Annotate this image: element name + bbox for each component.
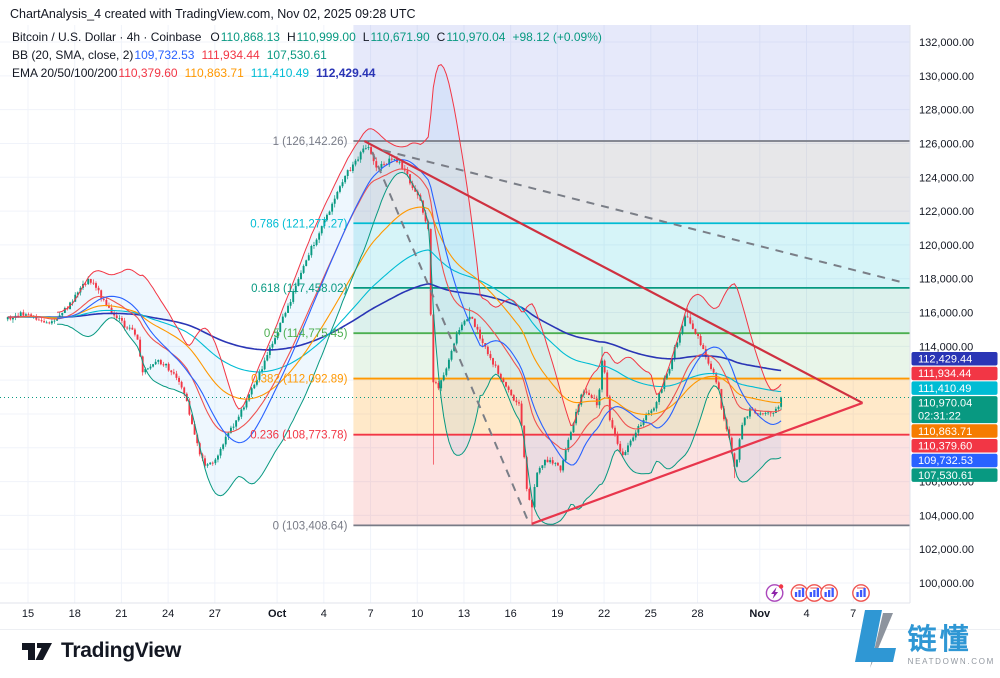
badge-price-text: 111,410.49 [918, 383, 971, 395]
chart-area[interactable]: 100,000.00 102,000.00 104,000.00 106,000.00… [0, 25, 1000, 625]
lightning-event-icon[interactable] [765, 584, 784, 602]
price-badge [911, 424, 998, 438]
price-badge [911, 381, 998, 395]
price-axis-label: 124,000.00 [919, 172, 974, 184]
grid-layer [0, 25, 910, 603]
title-bar: ChartAnalysis_4 created with TradingView… [0, 0, 1000, 25]
time-axis-label: 27 [209, 608, 221, 620]
event-markers [765, 584, 870, 602]
time-axis-label: 15 [22, 608, 34, 620]
economic-event-icon[interactable] [820, 584, 838, 602]
badge-price-text: 110,379.60 [918, 441, 972, 453]
bollinger-fill [57, 64, 782, 525]
triangle-upper-trendline [363, 140, 864, 404]
price-axis-label: 114,000.00 [919, 341, 973, 353]
triangle-lower-trendline [531, 401, 863, 525]
badge-price-text: 110,863.71 [918, 426, 972, 438]
impulse-dashed-line [371, 151, 530, 523]
time-axis-label: 4 [803, 608, 809, 620]
fib-level-label: 1 (126,142.26) [273, 136, 348, 148]
price-axis-label: 100,000.00 [919, 578, 974, 590]
badge-price-text: 110,970.04 [918, 398, 972, 410]
fib-level-label: 0.5 (114,775.45) [264, 328, 348, 340]
brand-text: 链懂 NEATDOWN.COM [908, 610, 995, 666]
tradingview-logo[interactable]: TradingView [22, 639, 181, 663]
price-axis-label: 130,000.00 [919, 71, 974, 83]
price-axis-label: 122,000.00 [919, 206, 974, 218]
price-chart[interactable]: 100,000.00102,000.00104,000.00106,000.00… [0, 25, 1000, 625]
bb-lower-line [57, 171, 782, 525]
fib-bands-layer [353, 25, 910, 526]
fib-level-label: 0 (103,408.64) [273, 520, 348, 532]
bb-upper-line [57, 64, 782, 427]
badge-price-text: 112,429.44 [918, 354, 972, 366]
brand-logo: 链懂 NEATDOWN.COM [854, 610, 995, 672]
chart-pane[interactable] [0, 25, 910, 603]
brand-name: 链懂 [907, 622, 972, 656]
price-badge [911, 468, 998, 482]
ema200-line [7, 282, 782, 372]
time-axis-label: 19 [551, 608, 563, 620]
time-axis-label: 28 [691, 608, 703, 620]
economic-event-icon[interactable] [805, 584, 824, 602]
time-axis-label: 7 [367, 608, 373, 620]
price-axis-label: 126,000.00 [919, 138, 974, 150]
badge-price-text: 111,934.44 [918, 368, 971, 380]
chart-title: ChartAnalysis_4 created with TradingView… [10, 7, 416, 21]
ema20-line [7, 168, 782, 451]
time-axis-label: 7 [850, 608, 856, 620]
ema100-line [7, 249, 782, 393]
price-axis-label: 116,000.00 [919, 308, 973, 320]
price-axis-label: 102,000.00 [919, 544, 974, 556]
brand-subtitle: NEATDOWN.COM [907, 657, 995, 666]
time-axis-label: 10 [411, 608, 423, 620]
time-axis-label: 24 [162, 608, 174, 620]
time-axis-label: 13 [458, 608, 470, 620]
fib-level-label: 0.236 (108,773.78) [250, 430, 347, 442]
price-badge [911, 352, 998, 366]
time-axis-label: 18 [69, 608, 81, 620]
time-axis-label: 16 [505, 608, 517, 620]
time-axis-label: Oct [268, 608, 287, 620]
badge-price-text: 107,530.61 [918, 470, 973, 482]
price-axis-label: 104,000.00 [919, 510, 974, 522]
price-axis-label: 132,000.00 [919, 37, 974, 49]
footer: TradingView [0, 629, 1000, 678]
brand-logo-icon [854, 610, 901, 672]
tradingview-logo-text: TradingView [61, 639, 182, 662]
time-axis-label: Nov [749, 608, 771, 620]
current-price-badge [911, 396, 998, 424]
tradingview-logo-icon [22, 641, 52, 662]
time-axis-label: 22 [598, 608, 610, 620]
fib-level-label: 0.618 (117,458.02) [251, 283, 348, 295]
badge-price-text: 109,732.53 [918, 455, 973, 467]
price-badge [911, 439, 998, 453]
price-axis-label: 118,000.00 [919, 274, 973, 286]
price-badge [911, 453, 998, 468]
price-axis-label: 128,000.00 [919, 105, 974, 117]
fib-level-label: 0.382 (112,092.89) [251, 374, 348, 386]
fib-level-label: 0.786 (121,277.27) [250, 218, 347, 230]
time-axis-label: 25 [645, 608, 657, 620]
ema50-line [7, 206, 782, 415]
economic-event-icon[interactable] [790, 584, 809, 602]
economic-event-icon[interactable] [852, 584, 870, 602]
price-axis-label: 120,000.00 [919, 240, 974, 252]
badge-countdown-text: 02:31:22 [918, 411, 961, 423]
price-axis[interactable] [910, 25, 1000, 625]
time-axis-label: 4 [321, 608, 327, 620]
price-badge [911, 366, 998, 381]
time-axis-label: 21 [115, 608, 127, 620]
